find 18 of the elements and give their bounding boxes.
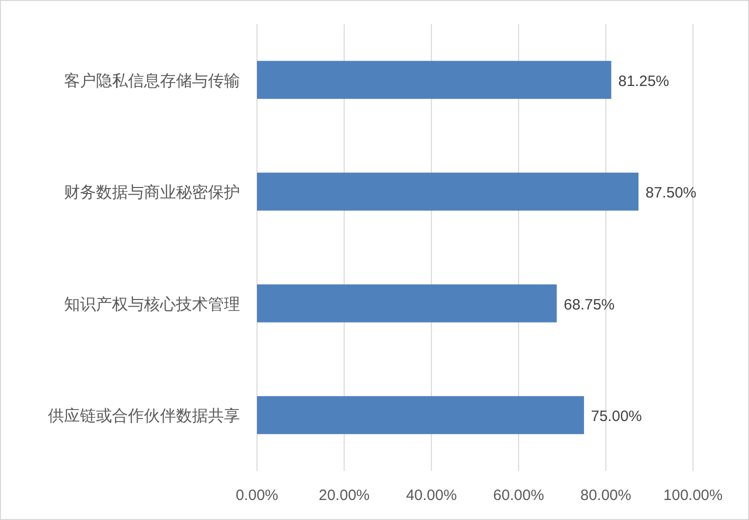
x-tick-label: 20.00% (318, 487, 370, 504)
x-tick-label: 80.00% (580, 487, 632, 504)
y-tick-label: 客户隐私信息存储与传输 (64, 72, 240, 90)
y-tick-label: 知识产权与核心技术管理 (64, 295, 240, 314)
data-label: 81.25% (618, 72, 670, 90)
bar (257, 396, 584, 434)
data-label: 87.50% (646, 184, 696, 202)
data-label: 75.00% (591, 408, 642, 426)
y-tick-label: 财务数据与商业秘密保护 (64, 184, 240, 202)
bar (257, 284, 557, 322)
x-tick-label: 60.00% (493, 487, 544, 504)
bar (257, 172, 638, 211)
x-tick-label: 0.00% (236, 487, 278, 504)
y-tick-label: 供应链或合作伙伴数据共享 (48, 407, 240, 426)
x-tick-label: 100.00% (663, 487, 723, 504)
bar (257, 60, 612, 99)
x-tick-label: 40.00% (406, 487, 457, 504)
data-label: 68.75% (564, 296, 615, 314)
